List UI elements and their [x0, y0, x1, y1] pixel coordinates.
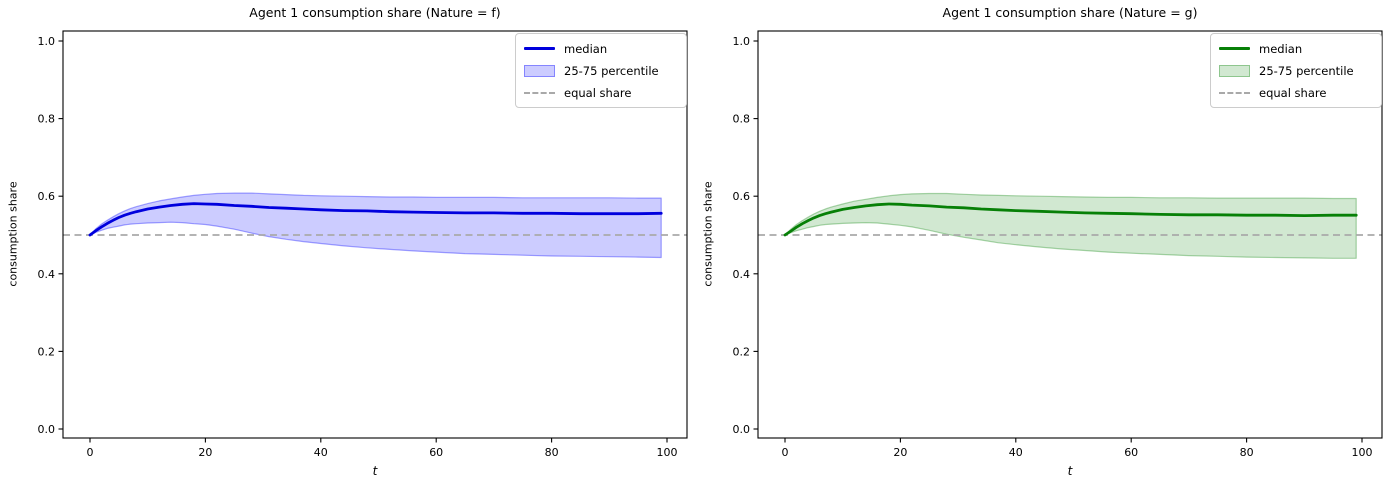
legend-median-label: median — [564, 41, 608, 56]
chart-nature-f: 0 20 40 60 80 100 0.0 0.2 0.4 0.6 0.8 1.0 Agent 1 c… — [6, 5, 688, 478]
svg-text:0.0: 0.0 — [38, 423, 56, 436]
svg-text:20: 20 — [198, 446, 212, 459]
legend-row-median: median — [524, 40, 678, 57]
legend-percentile-label: 25-75 percentile — [1259, 63, 1354, 78]
svg-text:100: 100 — [657, 446, 678, 459]
svg-text:60: 60 — [1124, 446, 1138, 459]
x-axis-ticks: 0 20 40 60 80 100 — [782, 438, 1373, 459]
svg-text:0.4: 0.4 — [38, 268, 56, 281]
legend-equal-share-dash-swatch — [524, 91, 555, 94]
legend-row-percentile: 25-75 percentile — [1219, 62, 1373, 79]
y-axis-label-f: consumption share — [6, 181, 20, 287]
legend-median-line-swatch — [524, 46, 555, 51]
legend-equal-share-label: equal share — [564, 85, 632, 100]
legend-g: median 25-75 percentile equal share — [1210, 33, 1382, 108]
legend-percentile-band-swatch — [524, 64, 555, 77]
svg-text:1.0: 1.0 — [733, 35, 751, 48]
legend-median-label: median — [1259, 41, 1303, 56]
chart-canvas-f: 0 20 40 60 80 100 0.0 0.2 0.4 0.6 0.8 1.0 — [38, 30, 688, 459]
plot-frame — [757, 30, 1383, 439]
y-axis-ticks: 0.0 0.2 0.4 0.6 0.8 1.0 — [733, 35, 758, 436]
legend-percentile-label: 25-75 percentile — [564, 63, 659, 78]
svg-text:0.8: 0.8 — [38, 113, 56, 126]
svg-text:0.6: 0.6 — [38, 190, 56, 203]
svg-text:1.0: 1.0 — [38, 35, 56, 48]
y-axis-ticks: 0.0 0.2 0.4 0.6 0.8 1.0 — [38, 35, 63, 436]
svg-text:0.4: 0.4 — [733, 268, 751, 281]
svg-text:0.8: 0.8 — [733, 113, 751, 126]
svg-text:60: 60 — [429, 446, 443, 459]
legend-row-equal-share: equal share — [524, 84, 678, 101]
legend-row-equal-share: equal share — [1219, 84, 1373, 101]
legend-percentile-band-swatch — [1219, 64, 1250, 77]
legend-row-median: median — [1219, 40, 1373, 57]
median-line — [88, 202, 663, 237]
chart-canvas-g: 0 20 40 60 80 100 0.0 0.2 0.4 0.6 0.8 1.0 — [733, 30, 1383, 459]
x-axis-label-g: t — [1067, 464, 1073, 478]
legend-equal-share-dash-swatch — [1219, 91, 1250, 94]
svg-text:0.2: 0.2 — [38, 345, 56, 358]
svg-text:40: 40 — [314, 446, 328, 459]
plot-frame — [62, 30, 688, 439]
chart-title-f: Agent 1 consumption share (Nature = f) — [249, 5, 501, 20]
svg-text:0.0: 0.0 — [733, 423, 751, 436]
svg-text:40: 40 — [1009, 446, 1023, 459]
chart-title-g: Agent 1 consumption share (Nature = g) — [942, 5, 1198, 20]
y-axis-label-g: consumption share — [701, 181, 715, 287]
svg-text:0: 0 — [782, 446, 789, 459]
percentile-band — [89, 192, 662, 259]
svg-text:80: 80 — [1240, 446, 1254, 459]
svg-text:100: 100 — [1352, 446, 1373, 459]
median-line — [783, 202, 1358, 237]
legend-equal-share-label: equal share — [1259, 85, 1327, 100]
legend-row-percentile: 25-75 percentile — [524, 62, 678, 79]
svg-text:0.2: 0.2 — [733, 345, 751, 358]
svg-text:0.6: 0.6 — [733, 190, 751, 203]
chart-nature-g: 0 20 40 60 80 100 0.0 0.2 0.4 0.6 0.8 1.0 Agent 1 c… — [695, 0, 1390, 490]
x-axis-label-f: t — [372, 464, 378, 478]
legend-f: median 25-75 percentile equal share — [515, 33, 687, 108]
svg-text:80: 80 — [545, 446, 559, 459]
percentile-band — [784, 192, 1357, 259]
x-axis-ticks: 0 20 40 60 80 100 — [87, 438, 678, 459]
svg-text:0: 0 — [87, 446, 94, 459]
legend-median-line-swatch — [1219, 46, 1250, 51]
svg-text:20: 20 — [893, 446, 907, 459]
